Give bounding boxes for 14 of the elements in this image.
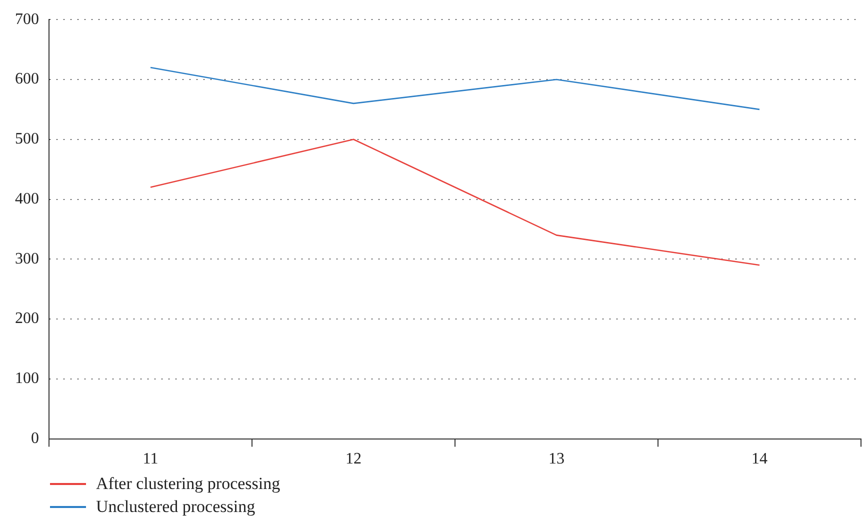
x-tick-label: 13 (548, 450, 564, 468)
y-tick-label: 100 (15, 370, 39, 388)
y-tick-label: 400 (15, 190, 39, 208)
y-tick-label: 600 (15, 70, 39, 88)
y-tick-label: 300 (15, 250, 39, 268)
y-tick-label: 500 (15, 130, 39, 148)
y-tick-label: 200 (15, 310, 39, 328)
y-tick-label: 700 (15, 10, 39, 28)
legend-label: After clustering processing (96, 474, 280, 494)
x-tick-label: 12 (346, 450, 362, 468)
x-tick-label: 11 (142, 450, 158, 468)
y-tick-label: 0 (31, 430, 39, 448)
x-tick-label: 14 (752, 450, 768, 468)
legend-label: Unclustered processing (96, 496, 256, 516)
